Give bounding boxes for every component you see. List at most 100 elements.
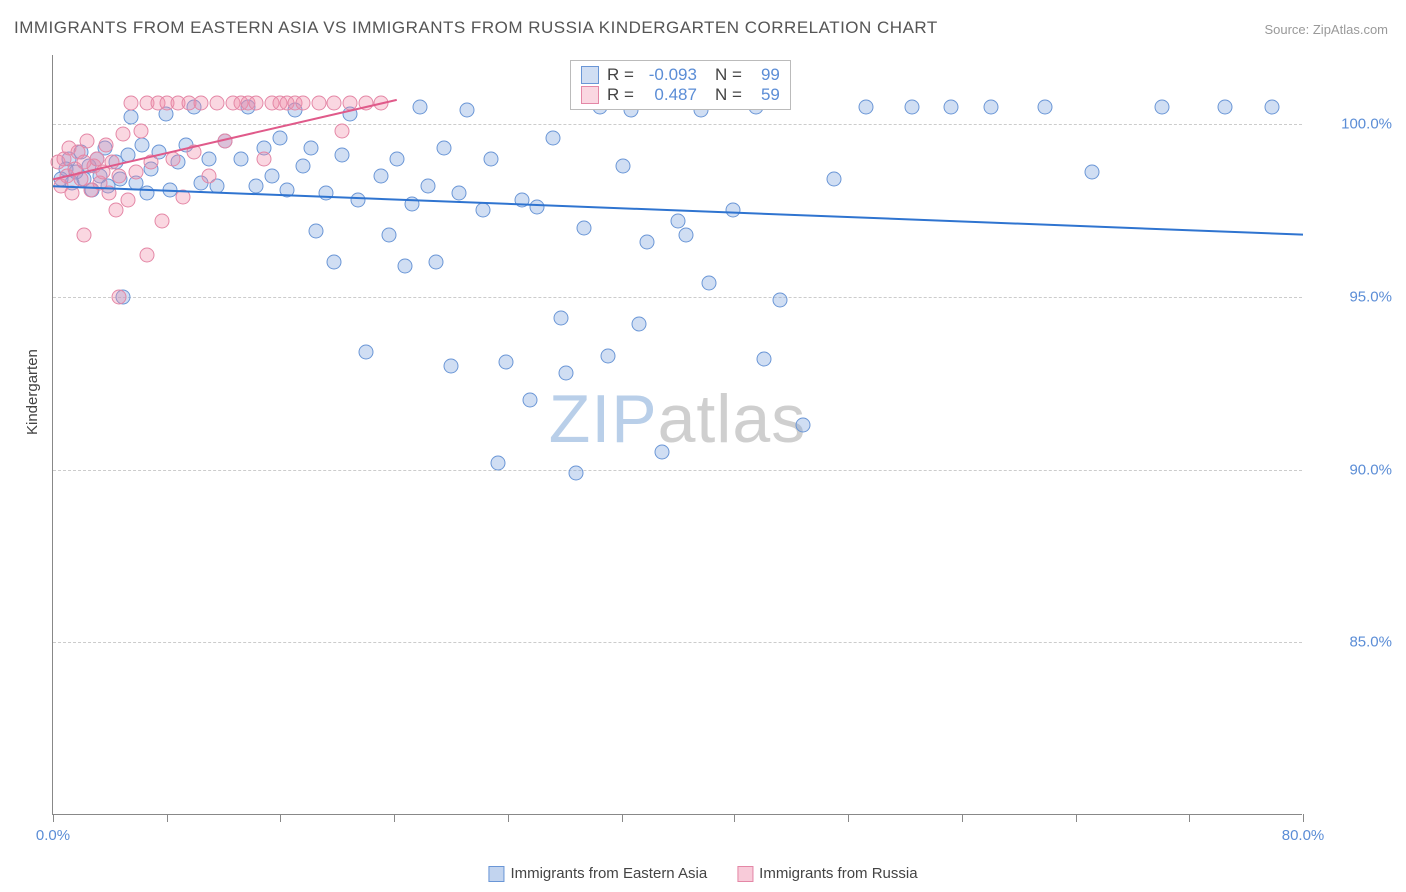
data-point <box>796 417 811 432</box>
data-point <box>1217 99 1232 114</box>
data-point <box>514 193 529 208</box>
data-point <box>249 179 264 194</box>
data-point <box>124 96 139 111</box>
stats-swatch <box>581 66 599 84</box>
x-tick <box>280 814 281 822</box>
legend-label: Immigrants from Eastern Asia <box>510 865 707 882</box>
data-point <box>280 182 295 197</box>
data-point <box>202 151 217 166</box>
data-point <box>303 141 318 156</box>
data-point <box>124 110 139 125</box>
data-point <box>616 158 631 173</box>
data-point <box>725 203 740 218</box>
data-point <box>858 99 873 114</box>
data-point <box>475 203 490 218</box>
data-point <box>342 96 357 111</box>
data-point <box>374 96 389 111</box>
legend-item: Immigrants from Eastern Asia <box>488 865 707 882</box>
data-point <box>1038 99 1053 114</box>
data-point <box>80 134 95 149</box>
data-point <box>139 248 154 263</box>
data-point <box>639 234 654 249</box>
x-tick <box>1189 814 1190 822</box>
data-point <box>381 227 396 242</box>
data-point <box>311 96 326 111</box>
data-point <box>264 168 279 183</box>
data-point <box>111 168 126 183</box>
watermark-part1: ZIP <box>549 381 658 457</box>
data-point <box>139 186 154 201</box>
data-point <box>296 158 311 173</box>
data-point <box>944 99 959 114</box>
x-tick <box>508 814 509 822</box>
data-point <box>905 99 920 114</box>
data-point <box>491 455 506 470</box>
data-point <box>350 193 365 208</box>
data-point <box>358 345 373 360</box>
x-tick <box>1076 814 1077 822</box>
data-point <box>121 193 136 208</box>
data-point <box>1085 165 1100 180</box>
y-tick-label: 95.0% <box>1349 288 1392 305</box>
data-point <box>452 186 467 201</box>
data-point <box>144 155 159 170</box>
data-point <box>428 255 443 270</box>
data-point <box>217 134 232 149</box>
data-point <box>111 289 126 304</box>
data-point <box>413 99 428 114</box>
scatter-plot-area: ZIPatlas 85.0%90.0%95.0%100.0%0.0%80.0% <box>52 55 1302 815</box>
data-point <box>335 124 350 139</box>
legend-label: Immigrants from Russia <box>759 865 917 882</box>
data-point <box>569 466 584 481</box>
stat-r-label: R = <box>607 85 634 105</box>
data-point <box>530 200 545 215</box>
data-point <box>772 293 787 308</box>
data-point <box>358 96 373 111</box>
data-point <box>249 96 264 111</box>
watermark: ZIPatlas <box>549 380 806 458</box>
data-point <box>202 168 217 183</box>
data-point <box>186 144 201 159</box>
data-point <box>296 96 311 111</box>
data-point <box>827 172 842 187</box>
trend-lines <box>53 55 1303 815</box>
data-point <box>233 151 248 166</box>
stat-n-label: N = <box>715 85 742 105</box>
source-attribution: Source: ZipAtlas.com <box>1264 22 1388 37</box>
data-point <box>444 358 459 373</box>
y-tick-label: 90.0% <box>1349 461 1392 478</box>
data-point <box>128 165 143 180</box>
y-axis-label: Kindergarten <box>24 349 41 435</box>
data-point <box>678 227 693 242</box>
legend-bottom: Immigrants from Eastern Asia Immigrants f… <box>488 865 917 882</box>
stats-swatch <box>581 86 599 104</box>
data-point <box>64 186 79 201</box>
data-point <box>558 365 573 380</box>
data-point <box>99 137 114 152</box>
data-point <box>756 352 771 367</box>
data-point <box>600 348 615 363</box>
data-point <box>89 151 104 166</box>
data-point <box>335 148 350 163</box>
x-tick-label: 0.0% <box>36 827 70 844</box>
data-point <box>702 276 717 291</box>
y-tick-label: 85.0% <box>1349 634 1392 651</box>
x-tick <box>394 814 395 822</box>
data-point <box>655 445 670 460</box>
gridline <box>53 124 1302 125</box>
data-point <box>116 127 131 142</box>
stat-r-value: 0.487 <box>642 85 697 105</box>
data-point <box>522 393 537 408</box>
data-point <box>631 317 646 332</box>
data-point <box>194 96 209 111</box>
data-point <box>327 255 342 270</box>
data-point <box>121 148 136 163</box>
y-tick-label: 100.0% <box>1341 116 1392 133</box>
stat-n-label: N = <box>715 65 742 85</box>
data-point <box>133 124 148 139</box>
x-tick <box>848 814 849 822</box>
data-point <box>166 151 181 166</box>
data-point <box>102 186 117 201</box>
data-point <box>308 224 323 239</box>
stat-n-value: 59 <box>750 85 780 105</box>
